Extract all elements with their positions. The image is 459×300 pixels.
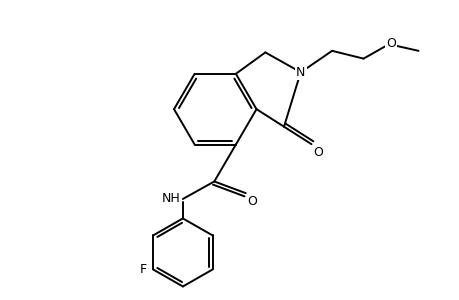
Text: F: F: [140, 263, 147, 276]
Text: O: O: [247, 195, 257, 208]
Text: O: O: [313, 146, 323, 159]
Text: N: N: [295, 66, 305, 79]
Text: O: O: [385, 37, 395, 50]
Text: NH: NH: [162, 193, 180, 206]
